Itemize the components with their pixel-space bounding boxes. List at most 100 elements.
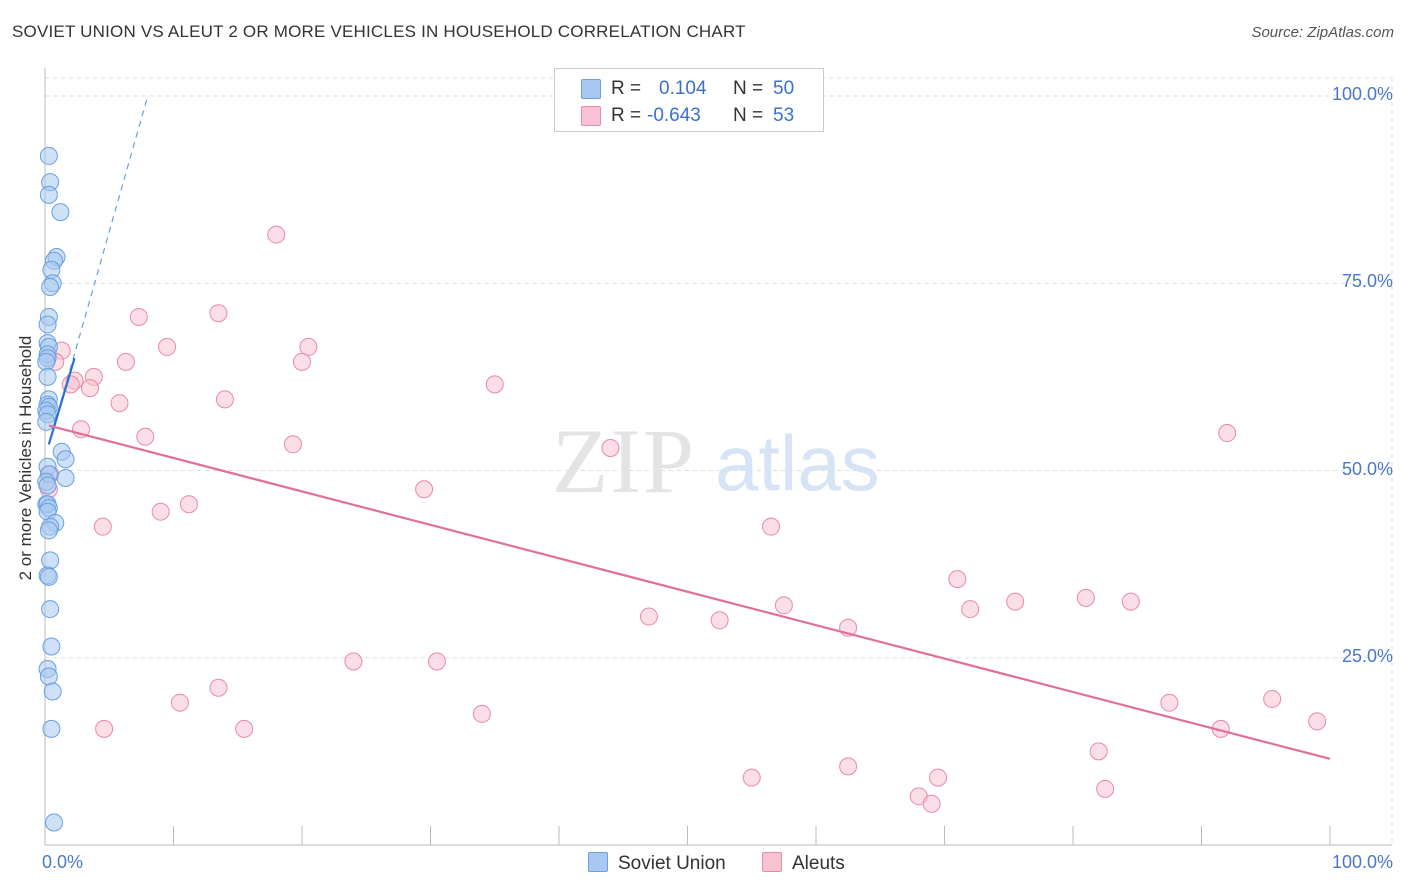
aleut-point — [129, 307, 148, 326]
soviet-point — [38, 315, 57, 334]
aleut-point — [922, 794, 941, 813]
soviet-point — [56, 450, 75, 469]
soviet-point — [43, 682, 62, 701]
y-tick-label: 100.0% — [1331, 84, 1393, 104]
soviet-point — [41, 600, 60, 619]
soviet-point — [38, 367, 57, 386]
aleut-point — [299, 337, 318, 356]
aleut-point — [235, 719, 254, 738]
aleut-point — [472, 704, 491, 723]
legend-r-label: R = — [611, 78, 642, 99]
aleut-point — [209, 678, 228, 697]
soviet-point — [51, 203, 70, 222]
legend-r-label: R = — [611, 105, 642, 126]
x-tick-label-min: 0.0% — [42, 852, 84, 872]
soviet-point — [56, 468, 75, 487]
x-tick-label-max: 100.0% — [1331, 852, 1393, 872]
aleut-point — [485, 375, 504, 394]
correlation-legend: R = 0.104 N = 50 R = -0.643 N = 53 — [554, 68, 824, 132]
legend-swatch-aleut — [581, 106, 601, 126]
aleut-point — [209, 304, 228, 323]
aleut-point — [151, 502, 170, 521]
aleut-point — [1218, 424, 1237, 443]
soviet-point — [41, 277, 60, 296]
soviet-point — [37, 412, 56, 431]
legend-row-soviet: R = 0.104 N = 50 — [555, 75, 823, 101]
aleut-point — [427, 652, 446, 671]
aleut-point — [415, 480, 434, 499]
aleut-point — [839, 757, 858, 776]
soviet-point — [41, 551, 60, 570]
soviet-point — [38, 476, 57, 495]
aleut-point — [742, 768, 761, 787]
aleut-point — [93, 517, 112, 536]
legend-label-soviet: Soviet Union — [618, 853, 726, 874]
aleut-point — [116, 352, 135, 371]
aleut-point — [1006, 592, 1025, 611]
aleut-point — [1089, 742, 1108, 761]
soviet-point — [39, 185, 58, 204]
legend-n-value: 53 — [773, 105, 795, 126]
aleut-point — [215, 390, 234, 409]
legend-swatch-soviet — [588, 852, 608, 872]
y-tick-label: 25.0% — [1341, 645, 1393, 666]
watermark-atlas: atlas — [715, 419, 880, 507]
aleut-point — [80, 379, 99, 398]
aleut-point — [1076, 588, 1095, 607]
aleut-point — [929, 768, 948, 787]
aleut-points — [39, 225, 1327, 813]
soviet-point — [39, 667, 58, 686]
legend-n-label: N = — [733, 78, 764, 99]
trend-lines — [47, 95, 1331, 760]
watermark-zip: ZIP — [552, 410, 696, 512]
aleut-point — [710, 611, 729, 630]
aleut-point — [774, 596, 793, 615]
aleut-point — [961, 600, 980, 619]
aleut-point — [95, 719, 114, 738]
soviet-points — [37, 146, 75, 832]
soviet-point — [39, 567, 58, 586]
soviet-point — [44, 813, 63, 832]
legend-r-value: 0.104 — [659, 78, 707, 99]
aleut-point — [639, 607, 658, 626]
soviet-point — [39, 146, 58, 165]
soviet-point — [42, 719, 61, 738]
aleut-point — [1160, 693, 1179, 712]
aleut-point — [1263, 689, 1282, 708]
aleut-point — [1096, 779, 1115, 798]
aleut-point — [762, 517, 781, 536]
source-credit: Source: ZipAtlas.com — [1251, 24, 1394, 41]
aleut-point — [110, 394, 129, 413]
aleut-point — [1121, 592, 1140, 611]
aleut-point — [267, 225, 286, 244]
aleut-trend-line — [48, 424, 1331, 760]
aleut-point — [948, 570, 967, 589]
legend-n-label: N = — [733, 105, 764, 126]
aleut-point — [170, 693, 189, 712]
soviet-point — [42, 637, 61, 656]
y-tick-label: 50.0% — [1341, 458, 1393, 479]
watermark: ZIP atlas — [552, 410, 880, 512]
aleut-point — [1308, 712, 1327, 731]
legend-swatch-aleut — [762, 852, 782, 872]
aleut-point — [158, 337, 177, 356]
legend-row-aleut: R = -0.643 N = 53 — [555, 102, 823, 128]
aleut-point — [179, 495, 198, 514]
legend-swatch-soviet — [581, 79, 601, 99]
soviet-point — [37, 352, 56, 371]
y-tick-label: 75.0% — [1341, 271, 1393, 292]
legend-item-soviet-union: Soviet Union — [588, 852, 726, 875]
chart-title: SOVIET UNION VS ALEUT 2 OR MORE VEHICLES… — [12, 22, 746, 41]
aleut-point — [344, 652, 363, 671]
soviet-point — [39, 521, 58, 540]
aleut-point — [136, 427, 155, 446]
legend-r-value: -0.643 — [647, 105, 701, 126]
legend-item-aleuts: Aleuts — [762, 852, 845, 875]
soviet-trend-line — [47, 357, 76, 445]
legend-n-value: 50 — [773, 78, 795, 99]
aleut-point — [601, 439, 620, 458]
legend-label-aleuts: Aleuts — [792, 853, 845, 874]
aleut-point — [293, 352, 311, 371]
aleut-point — [284, 435, 303, 454]
